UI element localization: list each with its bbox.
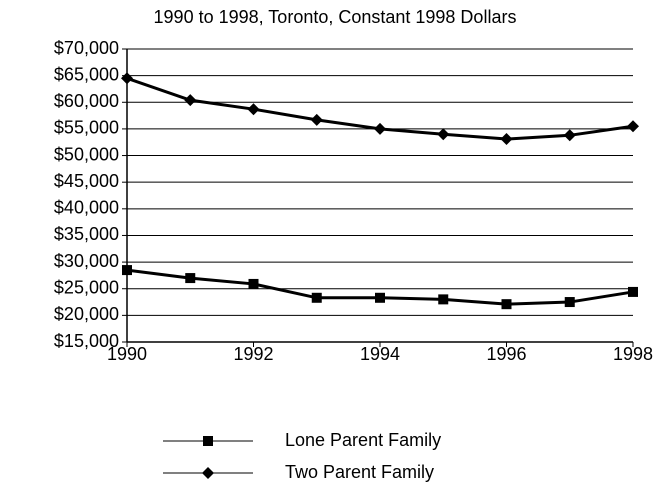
y-tick-label: $50,000 bbox=[54, 144, 119, 164]
legend-label: Two Parent Family bbox=[285, 462, 434, 482]
legend-marker bbox=[202, 467, 214, 479]
chart-title: 1990 to 1998, Toronto, Constant 1998 Dol… bbox=[154, 7, 517, 27]
y-tick-label: $45,000 bbox=[54, 171, 119, 191]
y-tick-label: $25,000 bbox=[54, 277, 119, 297]
y-tick-label: $65,000 bbox=[54, 64, 119, 84]
y-tick-label: $30,000 bbox=[54, 251, 119, 271]
marker bbox=[248, 278, 259, 289]
y-tick-label: $70,000 bbox=[54, 38, 119, 58]
y-tick-label: $55,000 bbox=[54, 118, 119, 138]
y-tick-label: $40,000 bbox=[54, 198, 119, 218]
x-tick-label: 1990 bbox=[107, 344, 147, 364]
marker bbox=[185, 273, 196, 284]
marker bbox=[627, 120, 639, 133]
marker bbox=[121, 72, 133, 85]
legend-marker bbox=[203, 436, 213, 446]
x-tick-label: 1996 bbox=[486, 344, 526, 364]
marker bbox=[184, 94, 197, 107]
marker bbox=[247, 103, 260, 116]
marker bbox=[374, 122, 386, 135]
legend-label: Lone Parent Family bbox=[285, 430, 441, 450]
marker bbox=[563, 129, 576, 142]
y-tick-label: $15,000 bbox=[54, 331, 119, 351]
marker bbox=[122, 265, 132, 276]
x-tick-label: 1994 bbox=[360, 344, 400, 364]
y-tick-label: $35,000 bbox=[54, 224, 119, 244]
marker bbox=[310, 113, 323, 126]
marker bbox=[437, 128, 450, 141]
marker bbox=[564, 297, 575, 308]
y-tick-label: $20,000 bbox=[54, 304, 119, 324]
marker bbox=[501, 299, 512, 310]
x-tick-label: 1992 bbox=[233, 344, 273, 364]
x-tick-label: 1998 bbox=[613, 344, 653, 364]
marker bbox=[311, 292, 322, 303]
marker bbox=[438, 294, 449, 305]
marker bbox=[375, 292, 385, 303]
y-tick-label: $60,000 bbox=[54, 91, 119, 111]
marker bbox=[500, 133, 513, 146]
marker bbox=[628, 286, 638, 297]
